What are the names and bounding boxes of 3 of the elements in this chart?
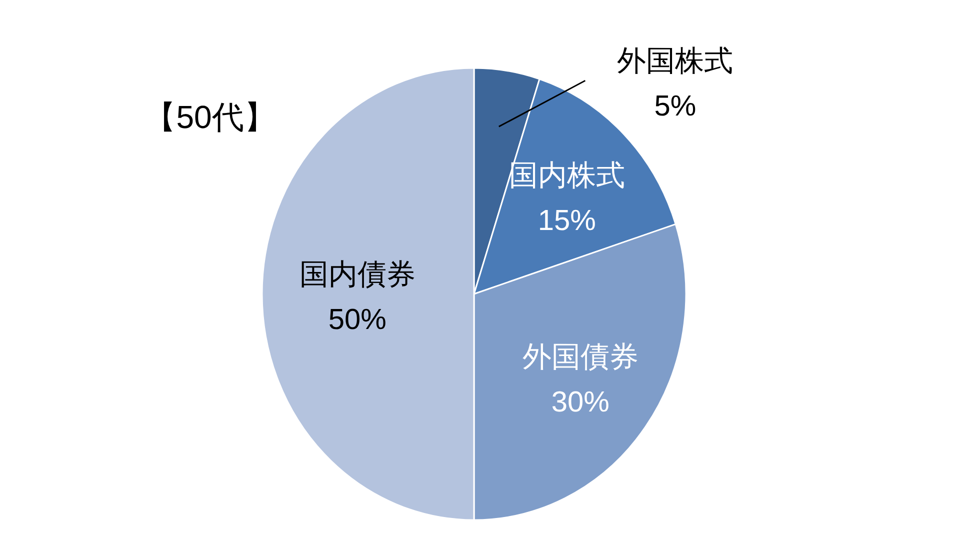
slice-label: 外国株式 [617, 46, 734, 78]
data-label: 5% [654, 90, 696, 123]
text: 【50代】 [144, 99, 276, 135]
